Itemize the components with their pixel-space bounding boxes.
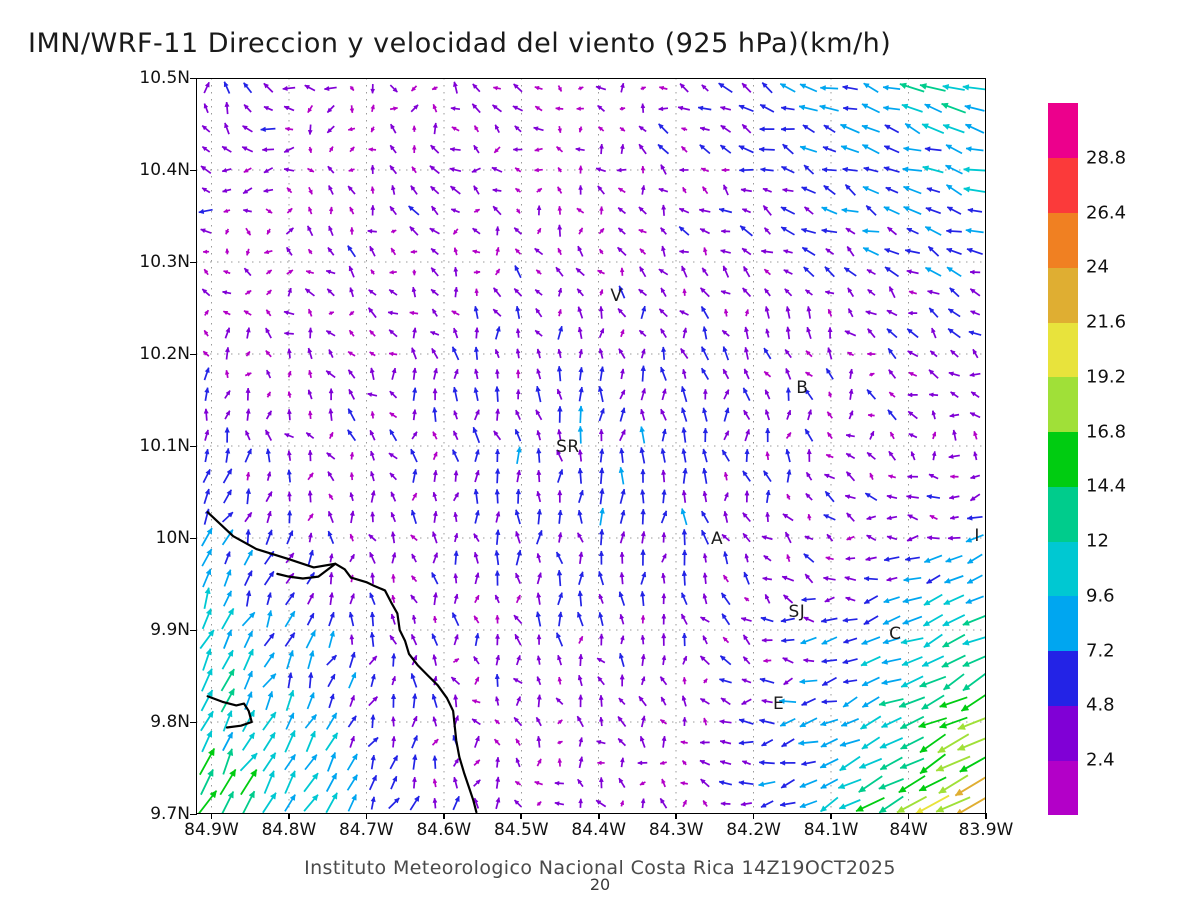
y-axis-tick-mark <box>190 445 197 448</box>
x-axis-tick-mark <box>830 813 832 819</box>
colorbar-tick-label: 16.8 <box>1086 421 1127 443</box>
x-axis-tick-label: 84.8W <box>261 820 317 840</box>
colorbar-segment <box>1048 595 1078 652</box>
x-axis-tick-mark <box>752 813 755 819</box>
wind-vector-field <box>197 81 986 814</box>
city-label-c: C <box>889 623 902 644</box>
y-axis-tick-mark <box>190 169 197 172</box>
wind-speed-colorbar: 2.4 4.8 7.2 9.6 12 14.4 16.8 19.2 21.6 24 26.4 28.8 <box>1048 103 1126 816</box>
colorbar-segment <box>1048 705 1078 761</box>
wind-map-plot <box>196 78 986 814</box>
colorbar-tick-label: 19.2 <box>1086 366 1127 388</box>
y-axis-tick-mark <box>190 353 197 356</box>
colorbar-tick-label: 26.4 <box>1086 202 1127 224</box>
colorbar-segment <box>1048 267 1078 323</box>
footer-credit: Instituto Meteorologico Nacional Costa R… <box>304 857 896 879</box>
colorbar-segment <box>1048 650 1078 706</box>
city-label-i: I <box>974 526 980 547</box>
y-axis-tick-label: 9.7N <box>150 804 190 824</box>
y-axis-tick-label: 9.8N <box>150 712 190 732</box>
x-axis-tick-label: 84.9W <box>184 820 239 840</box>
footer-page-number: 20 <box>589 875 611 894</box>
colorbar-tick-label: 12 <box>1086 530 1109 552</box>
x-axis-tick-mark <box>210 813 213 819</box>
x-axis-tick-mark <box>597 813 600 819</box>
x-axis-tick-label: 84.1W <box>803 820 859 840</box>
x-axis-tick-label: 84W <box>889 820 928 840</box>
colorbar-tick-label: 28.8 <box>1086 147 1127 169</box>
x-axis-tick-label: 84.4W <box>571 820 627 840</box>
colorbar-segment <box>1048 486 1078 542</box>
y-axis-tick-mark <box>190 813 197 816</box>
city-label-sj: SJ <box>788 602 806 623</box>
colorbar-segment <box>1048 431 1078 487</box>
city-label-a: A <box>711 528 724 549</box>
x-axis-tick-label: 84.6W <box>416 820 472 840</box>
colorbar-segment <box>1048 541 1078 597</box>
x-axis-tick-mark <box>985 813 987 819</box>
colorbar-segment <box>1048 103 1078 159</box>
y-axis-tick-label: 10.1N <box>139 436 190 456</box>
city-label-sr: SR <box>556 436 580 457</box>
x-axis-tick-mark <box>365 813 368 819</box>
x-axis-tick-label: 83.9W <box>958 820 1014 840</box>
y-axis-tick-label: 10.2N <box>139 344 190 364</box>
colorbar-tick-label: 4.8 <box>1086 694 1115 716</box>
city-label-v: V <box>610 285 623 306</box>
y-axis-tick-label: 10.5N <box>139 68 190 88</box>
x-axis-tick-mark <box>907 813 910 819</box>
colorbar-tick-label: 2.4 <box>1086 749 1115 771</box>
colorbar-tick-label: 21.6 <box>1086 311 1127 333</box>
colorbar-tick-label: 24 <box>1086 256 1109 278</box>
x-axis-tick-label: 84.3W <box>648 820 704 840</box>
y-axis-tick-mark <box>190 721 197 724</box>
city-label-e: E <box>773 694 785 715</box>
x-axis-tick-label: 84.5W <box>493 820 549 840</box>
colorbar-tick-label: 14.4 <box>1086 475 1127 497</box>
page-title: IMN/WRF-11 Direccion y velocidad del vie… <box>28 28 892 59</box>
y-axis-tick-label: 10.4N <box>139 160 190 180</box>
colorbar-segment <box>1048 322 1078 378</box>
colorbar-tick-label: 9.6 <box>1086 585 1115 607</box>
y-axis-tick-label: 9.9N <box>150 620 190 640</box>
x-axis-tick-label: 84.2W <box>726 820 781 840</box>
x-axis-tick-mark <box>288 813 290 819</box>
x-axis-tick-mark <box>443 813 445 819</box>
colorbar-segment <box>1048 376 1078 433</box>
colorbar-tick-label: 7.2 <box>1086 640 1115 662</box>
y-axis-tick-mark <box>190 77 197 80</box>
x-axis-tick-mark <box>675 813 677 819</box>
colorbar-segment <box>1048 760 1078 816</box>
y-axis-tick-mark <box>190 261 197 264</box>
y-axis-tick-label: 10N <box>155 528 190 548</box>
colorbar-segment <box>1048 212 1078 268</box>
y-axis-tick-mark <box>190 537 197 540</box>
y-axis-tick-label: 10.3N <box>139 252 190 272</box>
city-label-b: B <box>796 377 809 398</box>
colorbar-segment <box>1048 157 1078 214</box>
coastline-borders <box>206 511 478 814</box>
y-axis-tick-mark <box>190 629 197 632</box>
x-axis-tick-mark <box>520 813 523 819</box>
x-axis-tick-label: 84.7W <box>339 820 394 840</box>
